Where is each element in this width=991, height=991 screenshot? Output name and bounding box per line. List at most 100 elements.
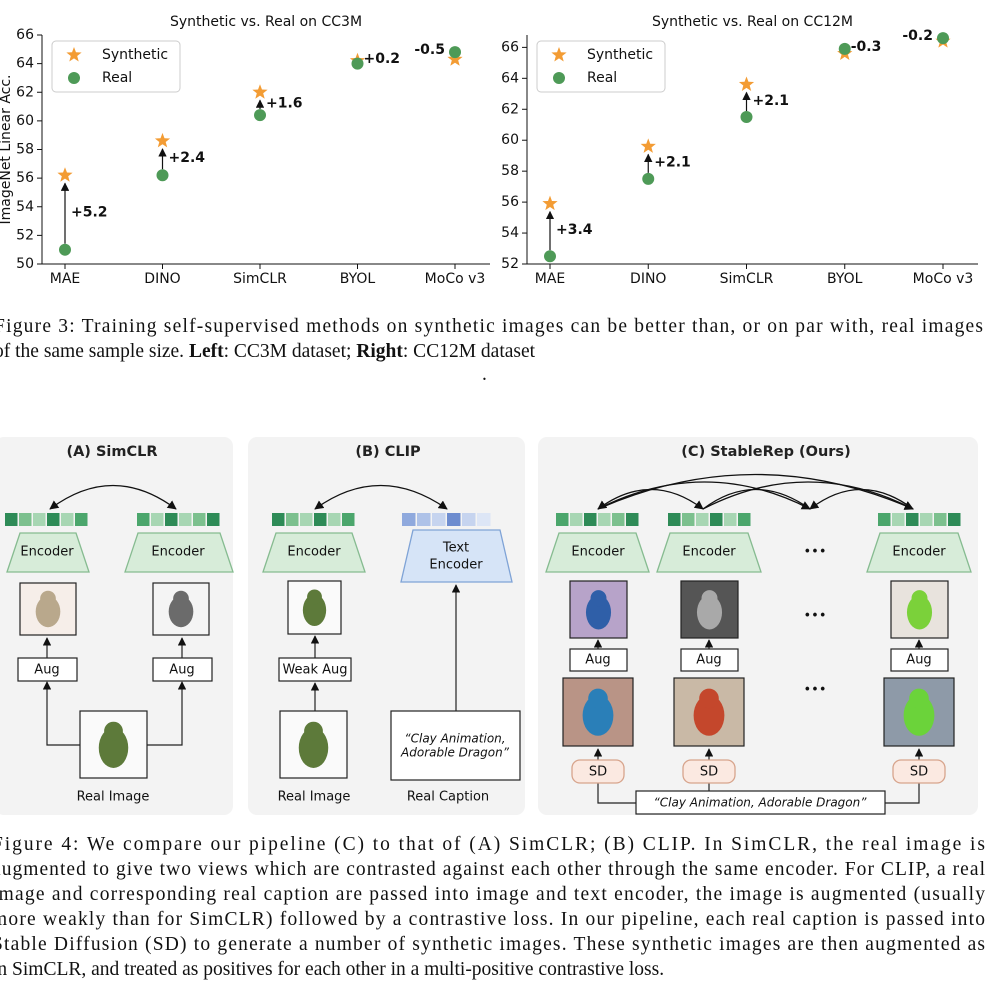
legend-box — [536, 40, 666, 93]
token — [328, 513, 341, 526]
chart: 52 54 56 58 60 62 64 66 MAE DINO SimCLR BYOL MoCo v3… — [501, 14, 978, 287]
token — [286, 513, 299, 526]
aug-label: Aug — [169, 663, 194, 678]
caption-text: : CC3M dataset; — [224, 341, 357, 362]
diagram-path — [702, 481, 914, 510]
diagram-rect — [571, 759, 625, 784]
panel-title: (A) SimCLR — [66, 444, 157, 460]
y-tick-label: 60 — [16, 113, 34, 129]
legend-label: Synthetic — [102, 47, 168, 63]
diagram-path — [809, 489, 914, 510]
y-tick-label: 52 — [16, 227, 34, 243]
token — [61, 513, 74, 526]
diagram-path — [49, 484, 177, 510]
caption-bold: Right — [356, 341, 403, 362]
diagram-path — [702, 488, 811, 510]
diagram-rect — [152, 657, 213, 682]
image-subject — [304, 721, 323, 741]
circle-marker — [449, 46, 461, 59]
chart: 50 52 54 56 58 60 62 64 66 MAE DINO SimCLR BYOL MoCo … — [0, 14, 490, 287]
image-subject — [693, 695, 725, 736]
sd-label: SD — [700, 765, 718, 780]
y-tick-label: 58 — [16, 142, 34, 158]
sd-label: SD — [910, 765, 928, 780]
caption-text: : CC12M dataset — [403, 341, 536, 362]
image-subject — [35, 596, 61, 628]
circle-marker — [937, 32, 949, 45]
circle-marker — [838, 42, 851, 55]
charts: 50 52 54 56 58 60 62 64 66 MAE DINO SimCLR BYOL MoCo … — [0, 14, 978, 287]
caption-text: Adorable Dragon” — [400, 746, 510, 760]
token — [19, 513, 32, 526]
diagram-g — [49, 473, 914, 510]
image-subject — [585, 595, 612, 630]
image-subject — [298, 727, 329, 768]
image-subject — [699, 688, 719, 709]
diagram-rect — [538, 437, 978, 815]
image-label: Real Image — [278, 790, 351, 805]
encoder-label: Encoder — [892, 545, 946, 560]
token — [33, 513, 46, 526]
star-marker — [738, 76, 755, 91]
annotation: -0.2 — [902, 28, 933, 44]
star-marker — [252, 84, 268, 99]
legend-label: Real — [587, 70, 617, 86]
token — [179, 513, 192, 526]
token — [948, 513, 961, 526]
diagram-path — [597, 481, 811, 510]
token — [710, 513, 723, 526]
diagram-path — [147, 681, 187, 746]
circle-marker — [642, 172, 655, 185]
token — [137, 513, 150, 526]
caption-text: “Clay Animation, — [404, 732, 505, 746]
y-tick-label: 66 — [501, 39, 519, 55]
encoder-label: Encoder — [682, 545, 736, 560]
x-tick-label: MoCo v3 — [913, 271, 974, 287]
diagram: (A) SimCLR (B) CLIP (C) StableRep (Ours)… — [0, 437, 978, 815]
annotation: +3.4 — [556, 222, 593, 238]
panel-title: (C) StableRep (Ours) — [681, 444, 850, 460]
diagram-path — [885, 783, 920, 804]
y-tick-label: 62 — [16, 84, 34, 100]
y-tick-label: 64 — [501, 70, 519, 86]
y-tick-label: 52 — [501, 256, 519, 272]
caption-line: image and corresponding real caption are… — [0, 884, 985, 905]
diagram-rect — [390, 710, 521, 781]
token — [878, 513, 891, 526]
circle-marker — [254, 109, 266, 122]
y-tick-label: 62 — [501, 101, 519, 117]
sd-label: SD — [589, 765, 607, 780]
x-tick-label: BYOL — [340, 271, 376, 287]
image-subject — [701, 590, 718, 607]
y-tick-label: 64 — [16, 56, 34, 72]
encoder-label: Encoder — [287, 545, 341, 560]
chart-title: Synthetic vs. Real on CC12M — [652, 14, 853, 30]
diagram-rect — [17, 657, 78, 682]
annotation: +5.2 — [71, 204, 108, 220]
star-marker — [551, 47, 567, 62]
diagram-g — [17, 648, 949, 815]
aug-label: Weak Aug — [282, 663, 347, 678]
diagram-rect — [278, 657, 352, 682]
circle-marker — [59, 243, 71, 256]
y-tick-label: 50 — [16, 256, 34, 272]
token — [342, 513, 355, 526]
diagram-g — [19, 580, 955, 779]
caption-line: more weakly than for SimCLR) followed by… — [0, 909, 985, 930]
y-tick-label: 56 — [16, 170, 34, 186]
star-marker — [57, 167, 73, 182]
image-subject — [168, 596, 194, 628]
token — [584, 513, 597, 526]
caption-line: augmented to give two views which are co… — [0, 859, 986, 880]
caption-line: Figure 3: Training self-supervised metho… — [0, 316, 983, 337]
token — [75, 513, 88, 526]
annotation: +0.2 — [364, 51, 401, 67]
circle-marker — [156, 169, 169, 182]
figure4-caption: Figure 4: We compare our pipeline (C) to… — [0, 834, 986, 980]
diagram-polygon — [656, 532, 762, 573]
diagram-rect — [890, 648, 949, 672]
encoder-label: Encoder — [571, 545, 625, 560]
star-marker — [66, 47, 82, 62]
token — [696, 513, 709, 526]
